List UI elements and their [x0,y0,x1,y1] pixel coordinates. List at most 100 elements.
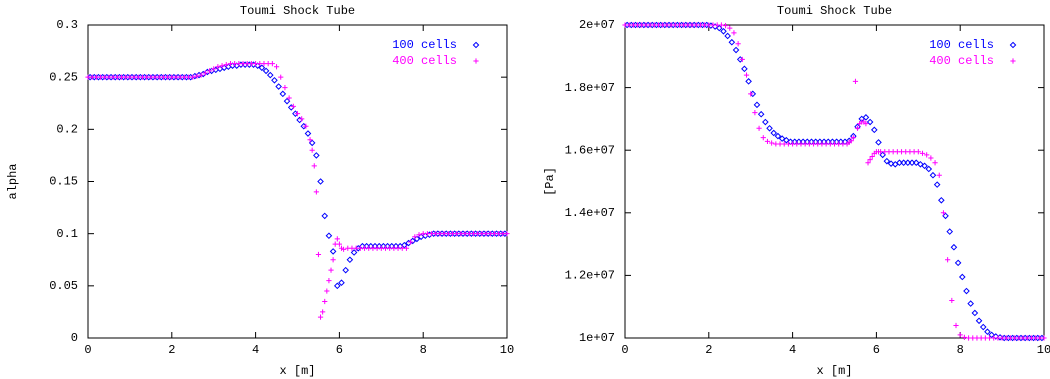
data-point [915,149,921,155]
data-point [971,309,979,317]
x-tick-label: 10 [1037,343,1050,357]
data-point [194,73,200,79]
data-point [282,85,288,91]
data-point [324,288,330,294]
y-tick-label: 1.2e+07 [565,269,615,283]
legend-label: 100 cells [929,38,994,52]
data-point [957,332,963,338]
x-tick-label: 2 [705,343,712,357]
data-point [408,239,414,245]
data-point [745,78,752,85]
data-point [412,234,418,240]
data-point [286,95,292,101]
data-point [266,71,274,79]
data-point [924,152,930,158]
legend-label: 400 cells [392,54,457,68]
data-point [752,110,758,116]
y-tick-label: 0.1 [56,227,78,241]
data-point [718,22,724,28]
y-axis-label: alpha [6,163,20,199]
data-point [883,157,891,165]
y-tick-label: 1.6e+07 [565,143,615,157]
y-tick-label: 2e+07 [579,18,615,32]
data-point [313,189,319,195]
data-point [325,232,333,240]
data-point [330,257,336,263]
data-point [963,287,970,295]
data-point [198,72,204,78]
data-point [774,132,782,140]
data-point [946,228,954,235]
data-point [870,126,878,134]
x-tick-label: 6 [873,343,880,357]
data-point [328,267,334,273]
x-tick-label: 4 [252,343,259,357]
data-point [783,136,790,144]
data-point [321,212,329,220]
data-point [258,64,266,72]
legend-marker [1009,41,1017,49]
data-point [720,27,727,35]
data-point [342,266,349,274]
x-tick-label: 10 [500,343,514,357]
data-point [304,130,312,137]
data-point [275,83,282,90]
data-point [753,101,761,109]
data-point [975,317,983,325]
data-point [223,62,229,68]
data-point [850,135,856,141]
data-point [848,138,854,144]
data-point [932,160,938,166]
data-point [764,138,771,145]
data-point [953,322,959,329]
data-point [278,74,284,80]
y-tick-label: 0.2 [56,123,78,137]
data-point [363,242,370,250]
data-point [299,116,305,122]
data-point [728,38,736,46]
legend-marker [472,41,480,49]
data-point [290,103,296,109]
chart-title: Toumi Shock Tube [240,4,355,18]
x-axis-label: x [m] [816,364,852,378]
y-tick-label: 1e+07 [579,331,615,345]
data-point [375,242,383,250]
y-tick-label: 0.05 [49,279,78,293]
legend-label: 100 cells [392,38,457,52]
y-tick-label: 0.25 [49,70,78,84]
data-point [338,279,345,287]
data-point [867,156,873,163]
data-point [269,61,275,67]
data-point [731,30,737,36]
data-point [950,243,958,251]
data-point [979,323,987,331]
data-point [928,155,934,161]
data-point [778,135,786,142]
data-point [219,63,225,69]
legend-marker [1010,58,1016,64]
data-point [863,120,869,127]
data-point [346,256,354,264]
data-point [929,171,937,179]
data-point [739,56,745,63]
data-point [340,246,347,252]
data-point [202,70,208,76]
data-point [1041,335,1047,341]
data-point [954,259,962,267]
data-point [862,114,870,121]
data-point [322,298,328,305]
y-tick-label: 0.3 [56,18,78,32]
x-tick-label: 8 [957,343,964,357]
data-point [722,23,729,29]
data-point [945,257,951,263]
data-point [329,248,337,255]
data-point [317,178,324,185]
data-point [350,249,358,256]
data-point [262,67,270,75]
data-point [908,159,916,167]
data-point [949,297,955,304]
data-point [854,125,861,131]
data-point [311,163,317,169]
legend-label: 400 cells [929,54,994,68]
